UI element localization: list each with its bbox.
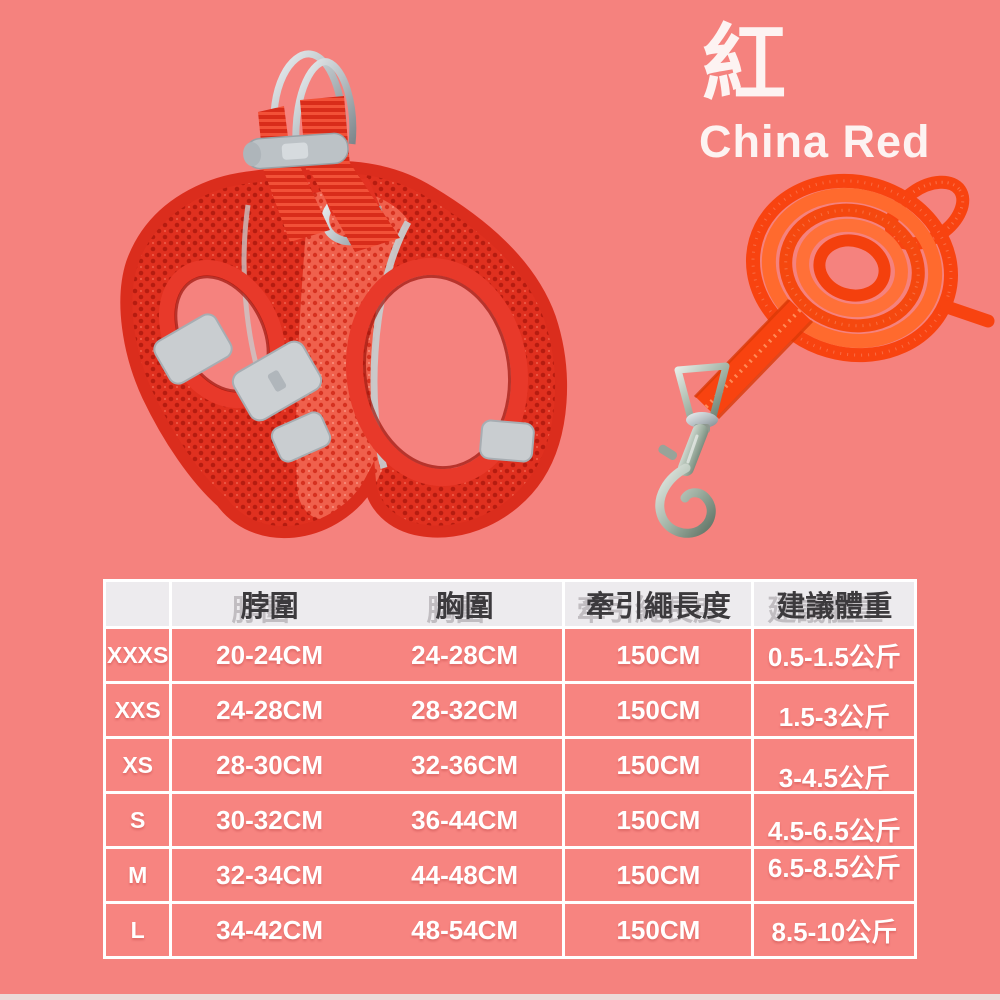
col-header-leash-length: 牽引繩長度: [562, 579, 755, 629]
reflective-strip: [479, 419, 535, 463]
cell-size: M: [102, 846, 173, 904]
cell-leash: 150CM: [562, 846, 755, 904]
cell-weight: 4.5-6.5公斤: [751, 791, 918, 849]
cell-neck: 28-30CM: [169, 736, 367, 794]
leash-image: [655, 173, 995, 538]
cell-weight-text: 8.5-10公斤: [771, 916, 898, 947]
harness-reflective-strips: [153, 313, 535, 463]
cell-leash: 150CM: [562, 901, 755, 959]
cell-weight-text: 4.5-6.5公斤: [767, 815, 901, 846]
col-header-neck: 脖圍: [169, 579, 367, 629]
cell-chest: 44-48CM: [366, 846, 566, 904]
table-row: XXXS 20-24CM 24-28CM 150CM 0.5-1.5公斤: [102, 626, 918, 684]
cell-weight: 3-4.5公斤: [751, 736, 918, 794]
col-header-blank: [102, 579, 173, 629]
leash-snap-hook: [655, 362, 730, 538]
table-header-row: 脖圍 胸圍 牽引繩長度 建議體重: [102, 579, 918, 629]
cell-chest: 32-36CM: [366, 736, 566, 794]
col-header-chest: 胸圍: [366, 579, 566, 629]
col-header-weight: 建議體重: [751, 579, 918, 629]
size-table: 脖圍 胸圍 牽引繩長度 建議體重 XXXS 20-24CM 24-28CM 15…: [102, 579, 918, 959]
cell-weight: 0.5-1.5公斤: [751, 626, 918, 684]
reflective-strip: [270, 411, 332, 463]
cell-leash: 150CM: [562, 791, 755, 849]
cell-weight: 6.5-8.5公斤: [751, 846, 918, 904]
cell-neck: 30-32CM: [169, 791, 367, 849]
cell-weight: 1.5-3公斤: [751, 681, 918, 739]
cell-leash: 150CM: [562, 681, 755, 739]
cell-chest: 28-32CM: [366, 681, 566, 739]
cell-chest: 48-54CM: [366, 901, 566, 959]
cell-leash: 150CM: [562, 626, 755, 684]
cell-size: S: [102, 791, 173, 849]
bottom-divider: [0, 994, 1000, 1000]
table-row: XS 28-30CM 32-36CM 150CM 3-4.5公斤: [102, 736, 918, 794]
harness-image: [120, 50, 568, 539]
cell-size: XS: [102, 736, 173, 794]
cell-neck: 32-34CM: [169, 846, 367, 904]
table-row: L 34-42CM 48-54CM 150CM 8.5-10公斤: [102, 901, 918, 959]
cell-weight-text: 1.5-3公斤: [778, 701, 890, 732]
cell-weight-text: 3-4.5公斤: [778, 762, 890, 793]
cell-weight-text: 0.5-1.5公斤: [767, 641, 901, 672]
reflective-strip: [153, 313, 233, 385]
color-name-en: China Red: [699, 116, 931, 167]
table-row: S 30-32CM 36-44CM 150CM 4.5-6.5公斤: [102, 791, 918, 849]
cell-weight: 8.5-10公斤: [751, 901, 918, 959]
cell-neck: 24-28CM: [169, 681, 367, 739]
harness-adjuster: [243, 132, 349, 170]
leash-coil: [745, 173, 995, 363]
table-row: XXS 24-28CM 28-32CM 150CM 1.5-3公斤: [102, 681, 918, 739]
cell-size: XXXS: [102, 626, 173, 684]
cell-chest: 36-44CM: [366, 791, 566, 849]
color-name-zh: 紅: [702, 15, 787, 113]
cell-neck: 34-42CM: [169, 901, 367, 959]
cell-size: XXS: [102, 681, 173, 739]
cell-neck: 20-24CM: [169, 626, 367, 684]
table-row: M 32-34CM 44-48CM 150CM 6.5-8.5公斤: [102, 846, 918, 904]
cell-leash: 150CM: [562, 736, 755, 794]
cell-chest: 24-28CM: [366, 626, 566, 684]
cell-size: L: [102, 901, 173, 959]
cell-weight-text: 6.5-8.5公斤: [767, 852, 901, 883]
leash-strap: [693, 298, 814, 420]
